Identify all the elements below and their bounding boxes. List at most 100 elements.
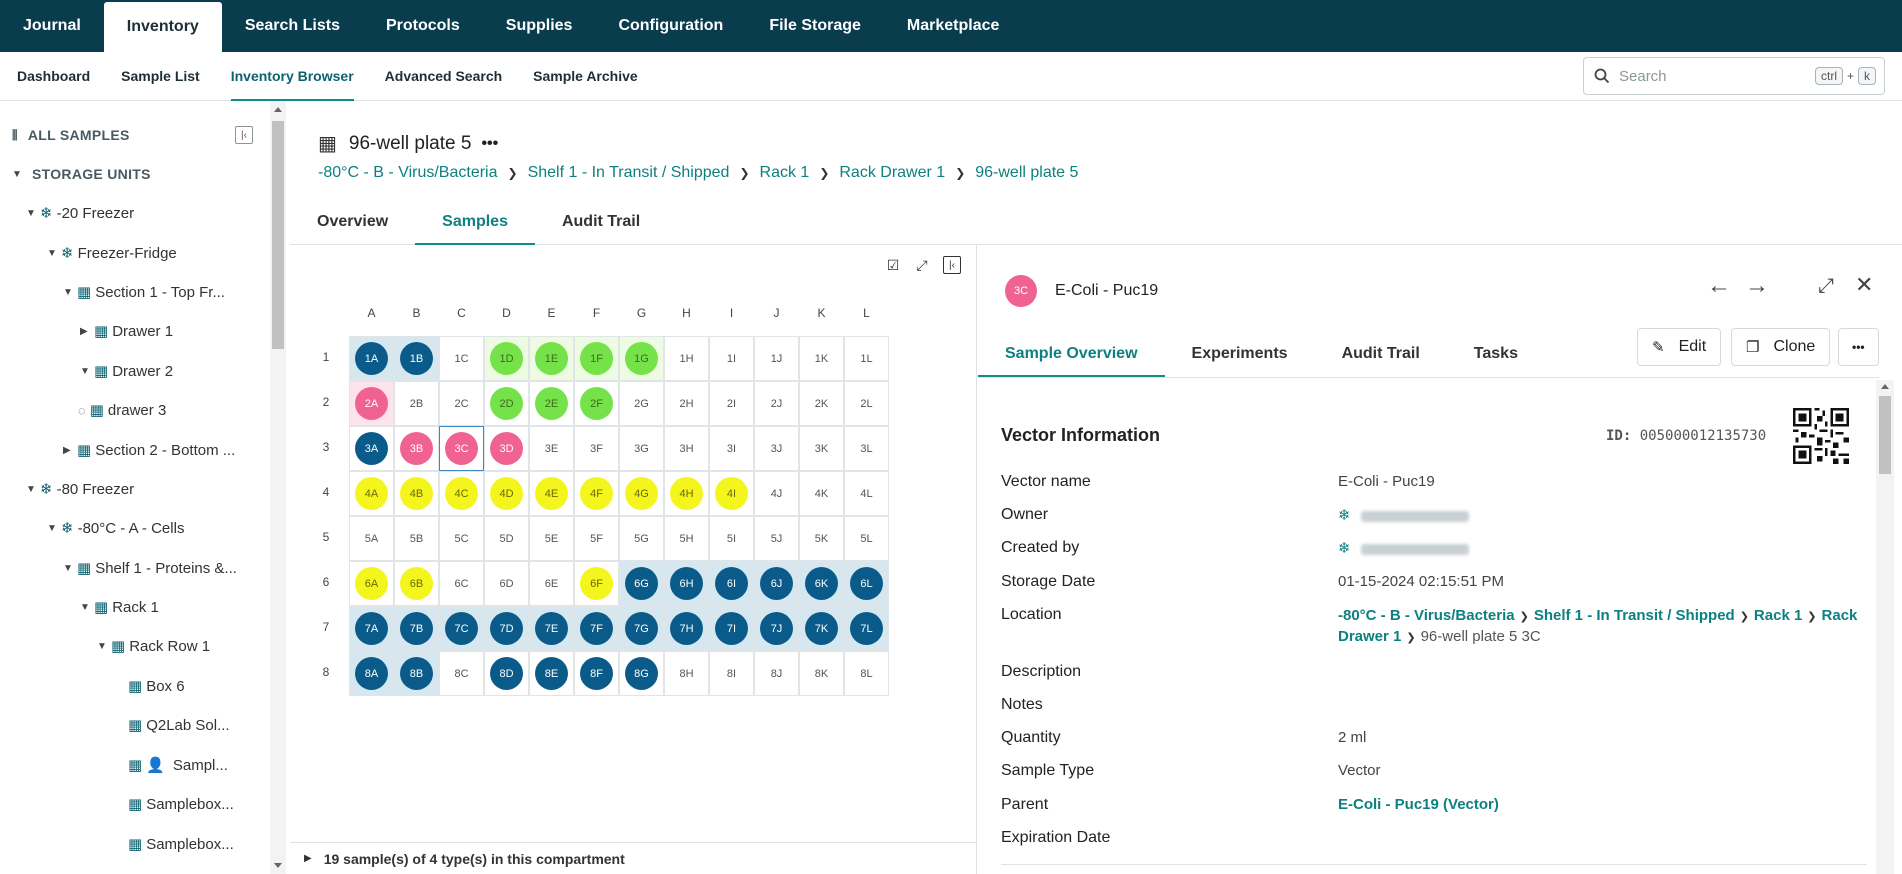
well-3A[interactable]: 3A bbox=[349, 426, 394, 471]
well-7F[interactable]: 7F bbox=[574, 606, 619, 651]
well-4J[interactable]: 4J bbox=[754, 471, 799, 516]
well-7I[interactable]: 7I bbox=[709, 606, 754, 651]
well-3H[interactable]: 3H bbox=[664, 426, 709, 471]
clone-button[interactable]: ❐ Clone bbox=[1731, 328, 1831, 366]
well-8A[interactable]: 8A bbox=[349, 651, 394, 696]
well-7K[interactable]: 7K bbox=[799, 606, 844, 651]
tab-tasks[interactable]: Tasks bbox=[1473, 345, 1518, 362]
well-5H[interactable]: 5H bbox=[664, 516, 709, 561]
search-box[interactable]: Search ctrl + k bbox=[1583, 57, 1885, 95]
well-4E[interactable]: 4E bbox=[529, 471, 574, 516]
well-4C[interactable]: 4C bbox=[439, 471, 484, 516]
well-7L[interactable]: 7L bbox=[844, 606, 889, 651]
tree-item-80-a-cells[interactable]: ▼ ❄ -80°C - A - Cells bbox=[47, 519, 185, 538]
tree-item-drawer-1[interactable]: ▶ ▦ Drawer 1 bbox=[80, 322, 174, 341]
well-6F[interactable]: 6F bbox=[574, 561, 619, 606]
well-1G[interactable]: 1G bbox=[619, 336, 664, 381]
well-1H[interactable]: 1H bbox=[664, 336, 709, 381]
well-7H[interactable]: 7H bbox=[664, 606, 709, 651]
well-5K[interactable]: 5K bbox=[799, 516, 844, 561]
well-8H[interactable]: 8H bbox=[664, 651, 709, 696]
more-options-icon[interactable]: ••• bbox=[481, 134, 499, 152]
breadcrumb-link[interactable]: 96-well plate 5 bbox=[975, 164, 1079, 181]
well-2E[interactable]: 2E bbox=[529, 381, 574, 426]
well-5A[interactable]: 5A bbox=[349, 516, 394, 561]
well-4G[interactable]: 4G bbox=[619, 471, 664, 516]
expand-icon[interactable]: ⤢ bbox=[1818, 275, 1834, 297]
well-6G[interactable]: 6G bbox=[619, 561, 664, 606]
well-1K[interactable]: 1K bbox=[799, 336, 844, 381]
tab-search-lists[interactable]: Search Lists bbox=[244, 17, 340, 34]
subnav-advanced-search[interactable]: Advanced Search bbox=[384, 68, 503, 84]
well-7J[interactable]: 7J bbox=[754, 606, 799, 651]
well-8B[interactable]: 8B bbox=[394, 651, 439, 696]
tab-overview[interactable]: Overview bbox=[317, 213, 389, 230]
well-3C[interactable]: 3C bbox=[439, 426, 484, 471]
breadcrumb-link[interactable]: -80°C - B - Virus/Bacteria bbox=[318, 164, 498, 181]
tab-experiments[interactable]: Experiments bbox=[1191, 345, 1288, 362]
well-6D[interactable]: 6D bbox=[484, 561, 529, 606]
well-3E[interactable]: 3E bbox=[529, 426, 574, 471]
well-7B[interactable]: 7B bbox=[394, 606, 439, 651]
well-6B[interactable]: 6B bbox=[394, 561, 439, 606]
well-6H[interactable]: 6H bbox=[664, 561, 709, 606]
storage-units-header[interactable]: ▼ STORAGE UNITS bbox=[12, 166, 151, 182]
tab-audit-trail[interactable]: Audit Trail bbox=[561, 213, 641, 230]
close-icon[interactable]: ✕ bbox=[1855, 272, 1874, 297]
well-8D[interactable]: 8D bbox=[484, 651, 529, 696]
well-4F[interactable]: 4F bbox=[574, 471, 619, 516]
tree-item-samplebox-1[interactable]: ▦ Samplebox... bbox=[128, 795, 234, 814]
well-4K[interactable]: 4K bbox=[799, 471, 844, 516]
location-link[interactable]: Rack Drawer 1 bbox=[1338, 607, 1858, 645]
well-1D[interactable]: 1D bbox=[484, 336, 529, 381]
well-2J[interactable]: 2J bbox=[754, 381, 799, 426]
well-6L[interactable]: 6L bbox=[844, 561, 889, 606]
well-8C[interactable]: 8C bbox=[439, 651, 484, 696]
well-4I[interactable]: 4I bbox=[709, 471, 754, 516]
well-1I[interactable]: 1I bbox=[709, 336, 754, 381]
tab-supplies[interactable]: Supplies bbox=[505, 17, 573, 34]
well-1F[interactable]: 1F bbox=[574, 336, 619, 381]
location-link[interactable]: Shelf 1 - In Transit / Shipped bbox=[1533, 607, 1735, 624]
well-2G[interactable]: 2G bbox=[619, 381, 664, 426]
well-5J[interactable]: 5J bbox=[754, 516, 799, 561]
breadcrumb-link[interactable]: Rack Drawer 1 bbox=[839, 164, 946, 181]
well-4L[interactable]: 4L bbox=[844, 471, 889, 516]
well-2B[interactable]: 2B bbox=[394, 381, 439, 426]
subnav-dashboard[interactable]: Dashboard bbox=[17, 68, 91, 84]
well-3B[interactable]: 3B bbox=[394, 426, 439, 471]
well-6E[interactable]: 6E bbox=[529, 561, 574, 606]
well-5C[interactable]: 5C bbox=[439, 516, 484, 561]
subnav-sample-list[interactable]: Sample List bbox=[121, 68, 200, 84]
well-2C[interactable]: 2C bbox=[439, 381, 484, 426]
well-4D[interactable]: 4D bbox=[484, 471, 529, 516]
collapse-tree-button[interactable]: |‹ bbox=[235, 126, 253, 144]
well-2A[interactable]: 2A bbox=[349, 381, 394, 426]
well-1J[interactable]: 1J bbox=[754, 336, 799, 381]
well-5I[interactable]: 5I bbox=[709, 516, 754, 561]
tree-item-drawer-2[interactable]: ▼ ▦ Drawer 2 bbox=[80, 362, 174, 381]
well-5F[interactable]: 5F bbox=[574, 516, 619, 561]
tree-item-80-freezer[interactable]: ▼ ❄ -80 Freezer bbox=[26, 480, 135, 499]
well-6A[interactable]: 6A bbox=[349, 561, 394, 606]
tree-item-box-6[interactable]: ▦ Box 6 bbox=[128, 677, 185, 696]
tab-marketplace[interactable]: Marketplace bbox=[906, 17, 1000, 34]
well-8E[interactable]: 8E bbox=[529, 651, 574, 696]
well-5B[interactable]: 5B bbox=[394, 516, 439, 561]
well-3I[interactable]: 3I bbox=[709, 426, 754, 471]
well-2L[interactable]: 2L bbox=[844, 381, 889, 426]
well-6C[interactable]: 6C bbox=[439, 561, 484, 606]
well-3F[interactable]: 3F bbox=[574, 426, 619, 471]
tree-item-section-2[interactable]: ▶ ▦ Section 2 - Bottom ... bbox=[63, 441, 236, 460]
arrow-left-icon[interactable]: ← bbox=[1707, 272, 1731, 299]
well-4H[interactable]: 4H bbox=[664, 471, 709, 516]
well-2K[interactable]: 2K bbox=[799, 381, 844, 426]
well-3K[interactable]: 3K bbox=[799, 426, 844, 471]
well-4B[interactable]: 4B bbox=[394, 471, 439, 516]
tab-samples[interactable]: Samples bbox=[415, 200, 535, 245]
well-8F[interactable]: 8F bbox=[574, 651, 619, 696]
well-8K[interactable]: 8K bbox=[799, 651, 844, 696]
well-2H[interactable]: 2H bbox=[664, 381, 709, 426]
well-2I[interactable]: 2I bbox=[709, 381, 754, 426]
scroll-thumb[interactable] bbox=[1879, 396, 1891, 474]
